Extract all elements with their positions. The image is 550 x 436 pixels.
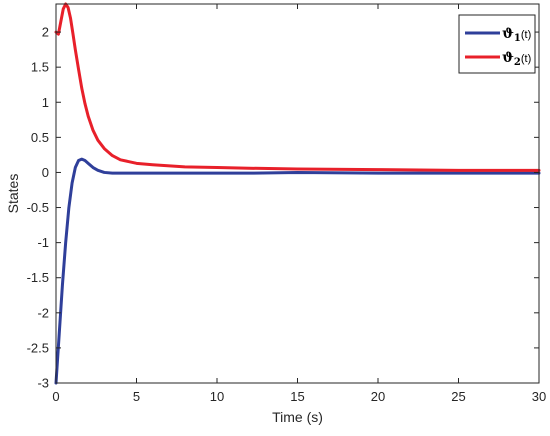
- y-tick-label: -2.5: [27, 340, 49, 355]
- y-tick-label: 1.5: [31, 60, 49, 75]
- x-tick-label: 30: [532, 389, 546, 404]
- x-tick-label: 0: [52, 389, 59, 404]
- x-axis-label: Time (s): [272, 409, 323, 425]
- legend: ϑ1(t) ϑ2(t): [458, 14, 536, 74]
- y-tick-label: -3: [37, 376, 49, 391]
- y-tick-label: -0.5: [27, 200, 49, 215]
- legend-entries: ϑ1(t) ϑ2(t): [465, 26, 531, 68]
- y-tick-label: 2: [42, 25, 49, 40]
- y-tick-label: 1: [42, 95, 49, 110]
- legend-label-1: ϑ1(t): [502, 26, 531, 44]
- y-axis-label: States: [5, 174, 21, 214]
- series-line-2: [54, 2, 541, 172]
- x-tick-label: 15: [290, 389, 304, 404]
- legend-box: [458, 14, 536, 74]
- y-tick-label: 0.5: [31, 130, 49, 145]
- x-tick-label: 5: [133, 389, 140, 404]
- series-layer: [54, 2, 541, 385]
- y-tick-label: -1: [37, 235, 49, 250]
- x-tick-label: 20: [371, 389, 385, 404]
- y-tick-label: 0: [42, 165, 49, 180]
- x-tick-label: 10: [210, 389, 224, 404]
- ticks-layer: 0 5 10 15 20 25 30 2 1.5 1 0.5 0 -0.5 -1 -1.5 -2 -2.5 -3: [27, 4, 546, 404]
- legend-label-2: ϑ2(t): [502, 50, 531, 68]
- series-line-1: [54, 157, 541, 385]
- y-tick-label: -2: [37, 305, 49, 320]
- x-tick-label: 25: [451, 389, 465, 404]
- y-tick-label: -1.5: [27, 270, 49, 285]
